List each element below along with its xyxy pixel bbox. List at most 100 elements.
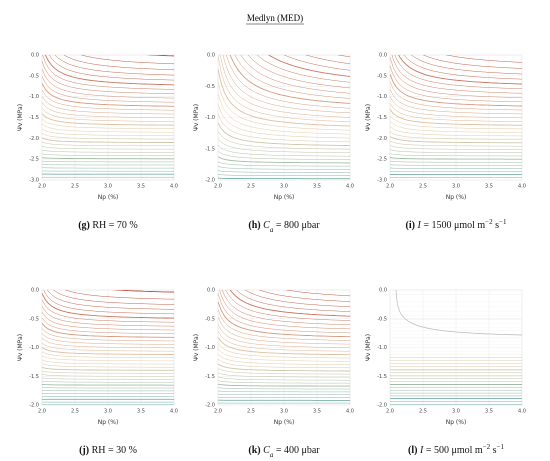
x-tick-label: 3.0 (104, 409, 112, 415)
contour-line (64, 290, 174, 300)
caption-run: s (490, 445, 497, 456)
y-tick-label: 0.0 (379, 53, 387, 59)
contour-line (445, 55, 522, 63)
contour-line (42, 76, 174, 103)
y-tick-label: 0.0 (31, 288, 39, 294)
y-tick-label: 0.0 (207, 288, 215, 294)
x-axis-label: Np (%) (274, 194, 295, 201)
contour-line (42, 123, 174, 133)
y-tick-label: -0.5 (29, 73, 39, 79)
contour-line (42, 157, 174, 160)
x-tick-label: 4.0 (518, 409, 526, 415)
x-axis-label: Np (%) (446, 194, 467, 201)
y-tick-label: -2.5 (377, 157, 387, 163)
caption-run: a (270, 451, 274, 459)
contour-line (42, 351, 174, 358)
contour-line (390, 145, 522, 150)
contour-line (390, 149, 522, 154)
contour-line (42, 383, 174, 386)
contour-line (42, 108, 174, 122)
contour-line (42, 347, 174, 355)
x-axis-label: Np (%) (98, 419, 119, 426)
y-axis-label: Ψv (MPa) (365, 334, 372, 361)
contour-line (63, 55, 174, 70)
y-tick-label: -2.0 (205, 178, 215, 184)
y-tick-label: -1.0 (377, 345, 387, 351)
y-tick-label: 0.0 (379, 288, 387, 294)
caption-run: C (261, 445, 271, 456)
x-tick-label: 3.5 (137, 409, 145, 415)
y-tick-label: -1.5 (29, 115, 39, 121)
caption: (l) I = 500 μmol m−2 s−1 (408, 443, 504, 456)
y-tick-label: -2.0 (377, 403, 387, 409)
caption: (k) Ca = 400 μbar (248, 445, 320, 459)
y-axis-label: Ψv (MPa) (365, 104, 372, 131)
contour-line (218, 293, 350, 334)
y-tick-label: -0.5 (205, 84, 215, 90)
contours (218, 290, 350, 404)
x-axis-label: Np (%) (446, 419, 467, 426)
contour-line (42, 299, 174, 323)
contour-line (390, 131, 522, 140)
contour-line (411, 55, 522, 75)
y-axis-label: Ψv (MPa) (193, 104, 200, 131)
contour-line (390, 0, 522, 54)
y-tick-label: -0.5 (29, 316, 39, 322)
x-tick-label: 2.0 (386, 409, 394, 415)
contour-line (42, 68, 174, 99)
contour-line (42, 374, 174, 377)
contour-line (234, 55, 350, 99)
contour-line (218, 93, 350, 135)
contour-line (42, 61, 174, 95)
x-tick-label: 3.0 (452, 409, 460, 415)
contour-line (390, 157, 522, 160)
contour-line (218, 330, 350, 352)
contour-line (218, 174, 350, 176)
x-tick-label: 4.0 (518, 184, 526, 190)
contour-line (42, 293, 174, 319)
caption-run: C (261, 220, 271, 231)
y-tick-label: -1.5 (205, 146, 215, 152)
y-tick-label: -2.0 (29, 403, 39, 409)
contour-line (247, 55, 350, 89)
contour-line (42, 83, 174, 107)
contour-line (218, 301, 350, 338)
contour-line (218, 156, 350, 164)
figure-title: Medlyn (MED) (247, 13, 303, 23)
x-tick-label: 3.0 (280, 184, 288, 190)
caption-run: (k) (248, 445, 260, 456)
contour-line (43, 290, 174, 315)
contour-line (42, 149, 174, 153)
contour-line (218, 393, 350, 395)
x-tick-label: 3.5 (485, 184, 493, 190)
y-axis-label: Ψv (MPa) (193, 334, 200, 361)
caption-run: a (270, 226, 274, 234)
contour-line (390, 140, 522, 147)
contour-line (390, 160, 522, 163)
contour-line (390, 153, 522, 157)
contour-line (42, 322, 174, 338)
x-axis-label: Np (%) (98, 194, 119, 201)
contour-line (42, 387, 174, 389)
contour-line (42, 355, 174, 362)
contour-line (390, 167, 522, 169)
contour-line (42, 164, 174, 166)
contour-line (42, 113, 174, 126)
x-tick-label: 2.5 (419, 184, 427, 190)
caption-run: = 800 μbar (273, 220, 320, 231)
contour-line (42, 128, 174, 136)
contour-line (390, 103, 522, 122)
contour-line (390, 57, 522, 98)
contour-line (218, 145, 350, 157)
contour-line (42, 342, 174, 352)
caption: (i) I = 1500 μmol m−2 s−1 (406, 218, 507, 231)
contour-line (218, 390, 350, 393)
contour-line (42, 363, 174, 368)
caption-run: RH = 30 % (89, 445, 137, 456)
y-tick-label: -2.0 (377, 136, 387, 142)
contour-line (42, 380, 174, 383)
x-axis-label: Np (%) (274, 419, 295, 426)
contour-line (218, 113, 350, 143)
contour-line (422, 55, 522, 69)
contour-line (54, 55, 174, 76)
